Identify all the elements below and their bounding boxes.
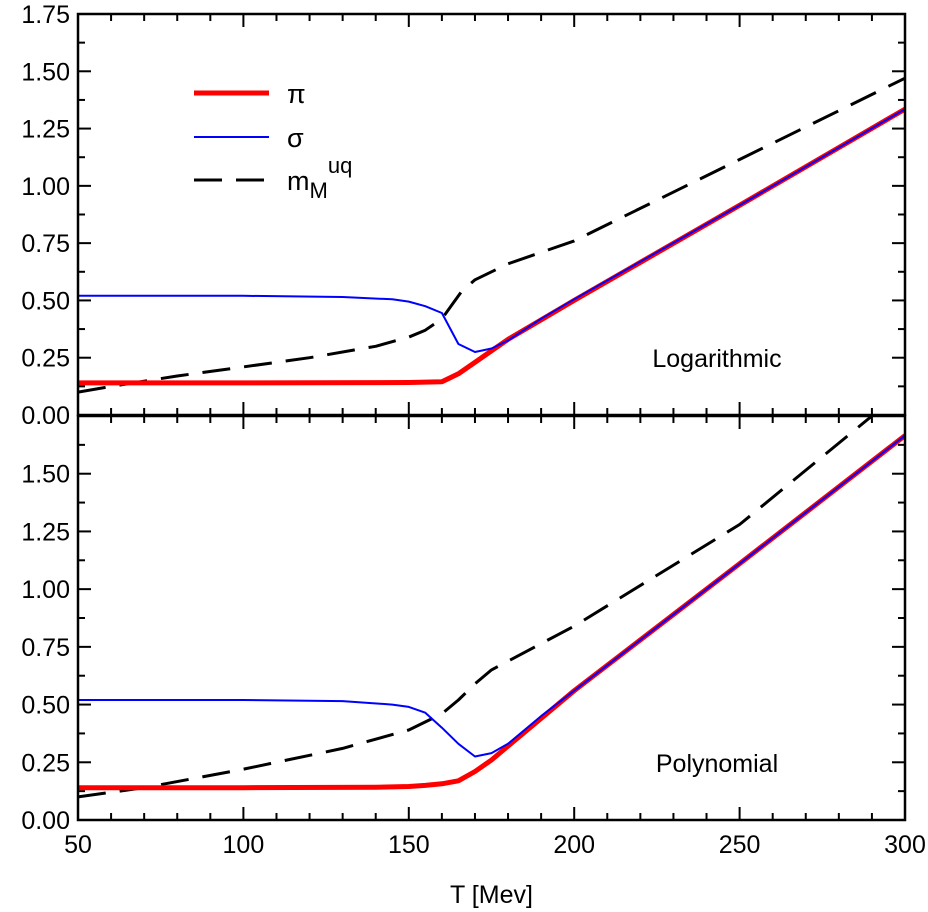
x-tick-label: 250 — [719, 831, 761, 859]
y-tick-label: 0.00 — [21, 807, 70, 835]
series-line-sigma — [78, 434, 905, 758]
panel-bottom: 0.00 0.25 0.50 0.75 1.00 1.25 1.50 50 100 150 200 2… — [21, 414, 926, 909]
y-tick-label: 1.50 — [21, 461, 70, 489]
legend-label-sup: uq — [328, 153, 352, 178]
y-tick-label: 0.25 — [21, 749, 70, 777]
y-tick-label: 0.75 — [21, 634, 70, 662]
y-tick-label: 1.25 — [21, 518, 70, 546]
x-tick-label: 50 — [64, 831, 92, 859]
series-line-pi — [78, 106, 905, 386]
legend-label-sub: M — [310, 178, 328, 203]
y-tick-label: 0.25 — [21, 345, 70, 373]
x-tick-label: 150 — [388, 831, 430, 859]
series-line-m-m-uq — [78, 416, 873, 799]
series-line-sigma — [78, 108, 905, 353]
legend-label: σ — [287, 123, 304, 153]
y-tick-label: 1.50 — [21, 58, 70, 86]
x-tick-label: 100 — [223, 831, 265, 859]
plot-frame — [76, 414, 907, 822]
y-tick-label: 1.00 — [21, 173, 70, 201]
legend-label: π — [287, 79, 306, 109]
y-tick-label: 0.50 — [21, 692, 70, 720]
panel-annotation: Polynomial — [656, 750, 778, 778]
legend-label-base: m — [287, 166, 310, 196]
y-tick-label: 1.00 — [21, 576, 70, 604]
panel-top: 0.00 0.25 0.50 0.75 1.00 1.25 1.50 1.75 Logarith… — [21, 1, 907, 430]
panel-annotation: Logarithmic — [652, 345, 781, 373]
y-tick-label: 1.75 — [21, 1, 70, 29]
y-tick-label: 0.75 — [21, 230, 70, 258]
y-tick-label: 0.50 — [21, 287, 70, 315]
y-tick-label: 1.25 — [21, 116, 70, 144]
x-tick-label: 300 — [884, 831, 926, 859]
series-line-m-m-uq — [78, 76, 905, 394]
series-line-pi — [78, 433, 905, 791]
y-tick-label: 0.00 — [21, 402, 70, 430]
x-axis-label: T [Mev] — [450, 881, 533, 909]
x-tick-label: 200 — [553, 831, 595, 859]
legend-label: mMuq — [287, 153, 352, 203]
